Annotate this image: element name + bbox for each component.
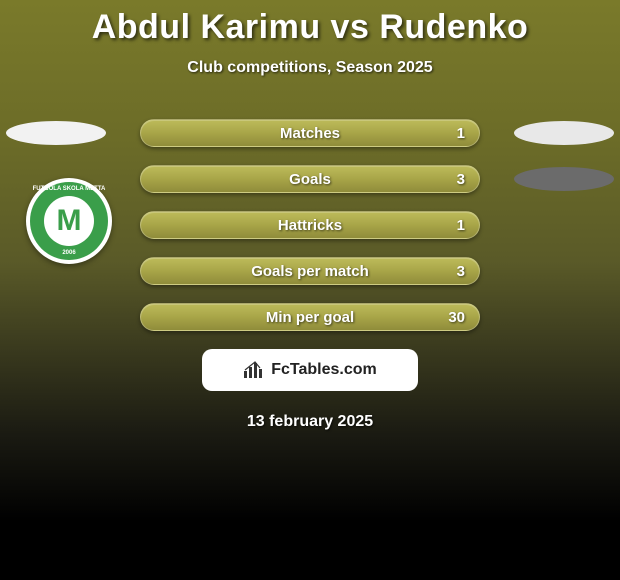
stat-bar: Goals3 [140, 165, 480, 193]
stat-value-right: 1 [457, 217, 465, 234]
stat-row: Matches1 [0, 119, 620, 147]
stat-label: Matches [141, 125, 479, 142]
page-subtitle: Club competitions, Season 2025 [0, 59, 620, 77]
stat-value-right: 3 [457, 171, 465, 188]
player-left-marker [6, 121, 106, 145]
stat-label: Goals [141, 171, 479, 188]
bars-icon [243, 361, 265, 379]
player-right-marker [514, 121, 614, 145]
stats-rows: Matches1Goals3Hattricks1Goals per match3… [0, 119, 620, 331]
stat-row: Hattricks1 [0, 211, 620, 239]
stat-bar: Goals per match3 [140, 257, 480, 285]
stat-label: Goals per match [141, 263, 479, 280]
brand-badge: FcTables.com [202, 349, 418, 391]
stat-row: Min per goal30 [0, 303, 620, 331]
stat-bar: Min per goal30 [140, 303, 480, 331]
stat-value-right: 3 [457, 263, 465, 280]
stat-bar: Hattricks1 [140, 211, 480, 239]
stat-label: Hattricks [141, 217, 479, 234]
date-label: 13 february 2025 [0, 413, 620, 431]
stat-bar: Matches1 [140, 119, 480, 147]
stat-row: Goals3 [0, 165, 620, 193]
stat-label: Min per goal [141, 309, 479, 326]
player-right-marker [514, 167, 614, 191]
stat-value-right: 1 [457, 125, 465, 142]
content-wrapper: Abdul Karimu vs Rudenko Club competition… [0, 0, 620, 431]
stat-row: Goals per match3 [0, 257, 620, 285]
brand-text: FcTables.com [271, 361, 377, 379]
page-title: Abdul Karimu vs Rudenko [0, 8, 620, 47]
stat-value-right: 30 [448, 309, 465, 326]
